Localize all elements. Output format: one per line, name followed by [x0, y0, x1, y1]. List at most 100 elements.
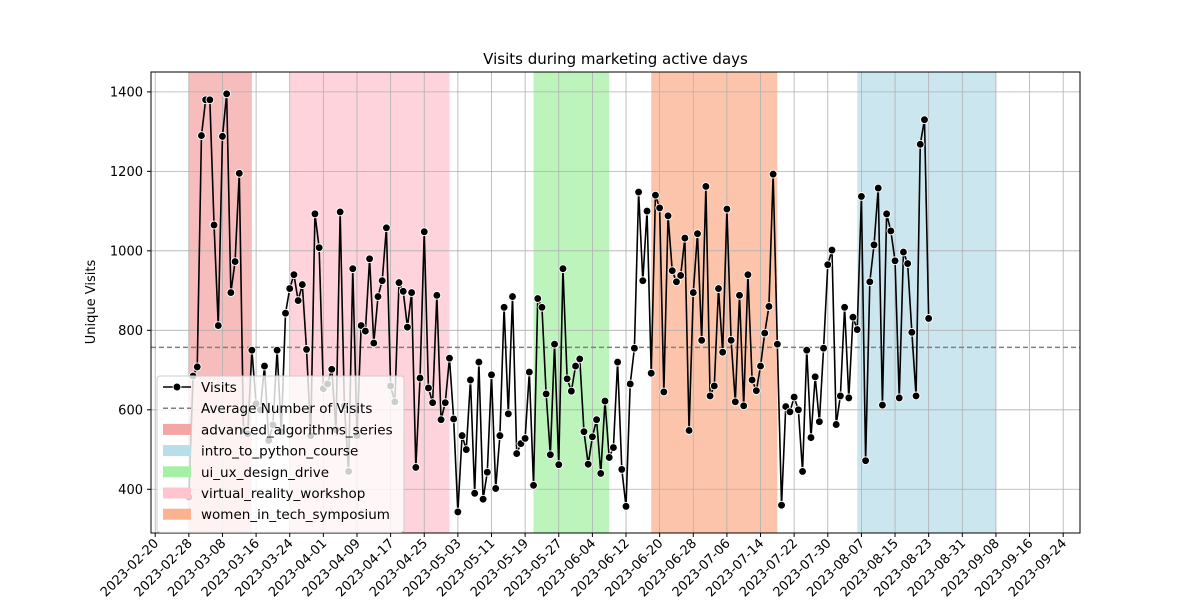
visits-point [440, 398, 450, 407]
visits-point [457, 431, 467, 440]
visits-point [205, 95, 215, 105]
visits-point [722, 204, 732, 214]
visits-point [361, 326, 370, 336]
visits-point [772, 339, 782, 349]
visits-point [419, 227, 429, 237]
visits-point [857, 192, 866, 201]
visits-point [550, 339, 559, 349]
visits-point [756, 361, 765, 371]
y-tick-label: 1000 [110, 244, 143, 259]
visits-point [604, 453, 614, 462]
legend-swatch-ui-ux-design-drive [163, 466, 191, 478]
visits-point [777, 500, 786, 510]
visits-point [335, 207, 345, 217]
visits-point [302, 345, 311, 354]
legend-visits-marker [172, 382, 182, 392]
visits-point [449, 414, 459, 424]
visits-point [478, 494, 488, 504]
visits-point [915, 139, 925, 149]
visits-point [709, 381, 719, 391]
visits-point [234, 168, 244, 178]
visits-point [697, 335, 707, 345]
visits-point [436, 415, 446, 425]
visits-point [751, 386, 761, 396]
visits-point [840, 302, 849, 312]
visits-point [815, 417, 824, 427]
visits-point [571, 361, 580, 371]
visits-point [613, 357, 622, 367]
visits-point [920, 115, 929, 125]
visits-point [403, 322, 412, 332]
visits-point [218, 132, 227, 141]
visits-point [747, 375, 757, 385]
visits-point [714, 284, 723, 293]
visits-point [621, 502, 631, 511]
visits-point [373, 292, 383, 301]
visits-point [827, 245, 837, 255]
visits-point [512, 449, 522, 458]
visits-point [260, 361, 269, 371]
visits-point [499, 302, 509, 312]
legend-label-intro-to-python-course: intro_to_python_course [201, 444, 358, 460]
visits-point [848, 312, 858, 322]
visits-point [798, 467, 807, 476]
visits-point [470, 488, 480, 498]
visits-point [281, 308, 290, 318]
y-axis-ticks: 400 600 800 1000 1200 1400 [110, 85, 151, 498]
visits-point [529, 480, 538, 490]
visits-point [508, 292, 517, 301]
visits-point [600, 396, 610, 406]
visits-point [705, 391, 715, 401]
legend-swatch-advanced-algorithms-series [163, 423, 191, 435]
campaign-span-intro-to-python-course [857, 72, 996, 533]
visits-point [541, 389, 551, 399]
visits-point [701, 182, 711, 191]
visits-point [297, 280, 307, 289]
visits-point [247, 345, 257, 355]
visits-point [428, 398, 437, 407]
visits-point [638, 276, 648, 285]
visits-point [882, 209, 891, 219]
visits-point [192, 362, 202, 372]
visits-point [503, 409, 513, 419]
visits-point [491, 484, 501, 493]
visits-point [617, 465, 627, 474]
visits-point [596, 469, 606, 478]
visits-point [424, 383, 433, 393]
visits-point [663, 211, 673, 221]
legend-label-virtual-reality-workshop: virtual_reality_workshop [201, 486, 365, 502]
legend-swatch-women-in-tech-symposium [163, 508, 191, 520]
visits-point [890, 256, 900, 266]
visits-point [894, 393, 904, 403]
legend-label-women-in-tech-symposium: women_in_tech_symposium [201, 507, 390, 523]
visits-point [495, 431, 505, 440]
visits-point [554, 460, 564, 469]
visits-point [844, 393, 854, 403]
visits-point [348, 264, 358, 274]
visits-point [676, 271, 686, 280]
visits-point [739, 401, 749, 411]
y-tick-label: 1200 [110, 165, 143, 180]
x-axis-ticks: 2023-02-202023-02-282023-03-082023-03-16… [98, 533, 1070, 600]
visits-point [222, 89, 232, 99]
visits-point [625, 379, 635, 389]
visits-point [899, 247, 908, 257]
visits-point [285, 284, 295, 293]
visits-point [537, 302, 547, 312]
legend: Visits Average Number of Visits advanced_a… [156, 375, 405, 533]
visits-point [911, 391, 921, 401]
visits-point [369, 338, 379, 348]
y-tick-label: 800 [118, 324, 143, 339]
legend-swatch-virtual-reality-workshop [163, 487, 191, 499]
visits-point [924, 314, 934, 323]
visits-point [785, 407, 795, 417]
visits-point [642, 206, 652, 216]
visits-point [609, 443, 618, 452]
visits-point [886, 226, 896, 236]
visits-point [293, 296, 303, 305]
visits-point [836, 391, 845, 401]
legend-visits-label: Visits [201, 380, 237, 396]
visits-point [903, 259, 913, 268]
y-tick-label: 1400 [110, 85, 143, 100]
legend-label-advanced-algorithms-series: advanced_algorithms_series [201, 422, 393, 438]
